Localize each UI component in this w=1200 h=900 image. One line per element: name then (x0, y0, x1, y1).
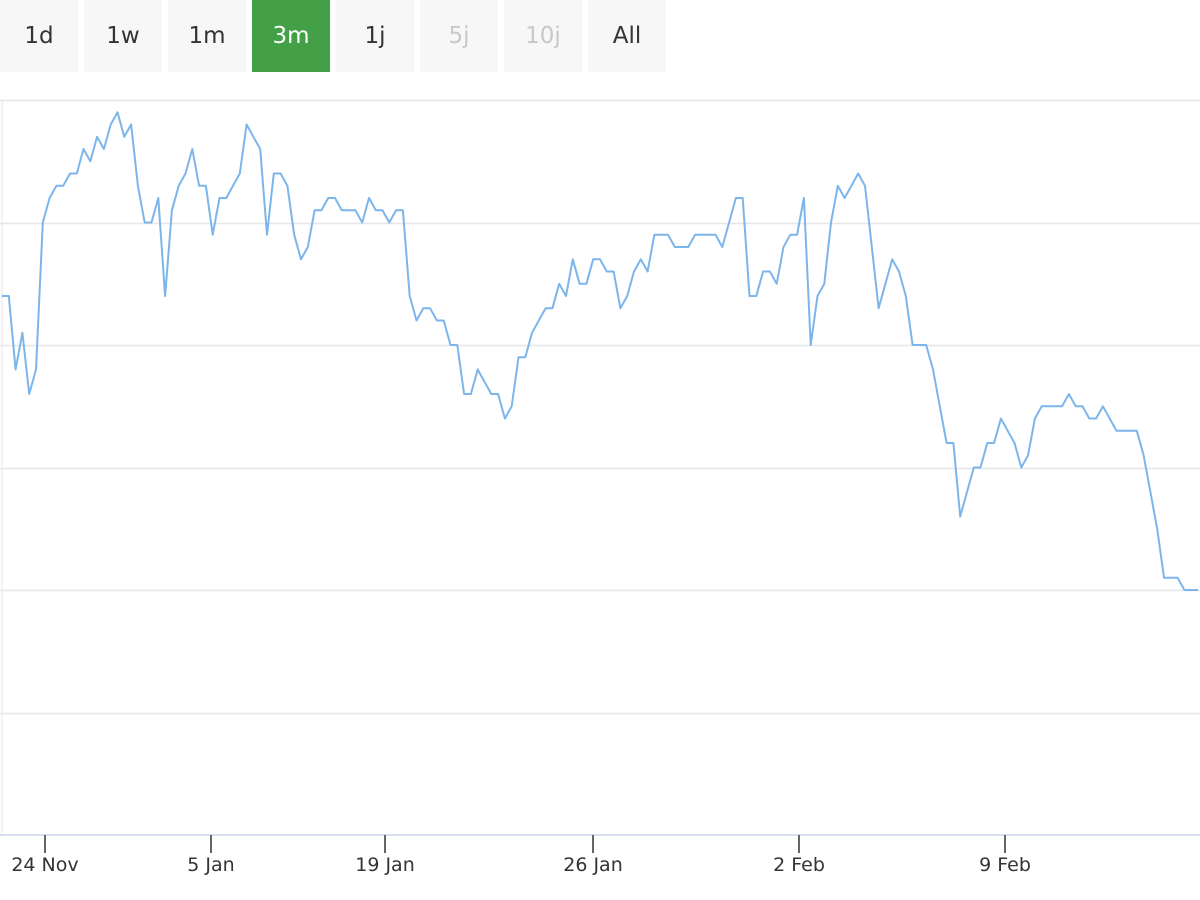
x-tick-label: 9 Feb (979, 854, 1031, 876)
x-tick-label: 2 Feb (773, 854, 825, 876)
range-button-1j[interactable]: 1j (336, 0, 414, 72)
gridlines (0, 99, 1200, 715)
range-button-all[interactable]: All (588, 0, 666, 72)
series-line (2, 111, 1198, 591)
range-button-1w[interactable]: 1w (84, 0, 162, 72)
x-tick-label: 19 Jan (355, 854, 415, 876)
range-button-5j: 5j (420, 0, 498, 72)
x-tick-label: 26 Jan (563, 854, 623, 876)
range-button-1m[interactable]: 1m (168, 0, 246, 72)
range-button-3m[interactable]: 3m (252, 0, 330, 72)
range-button-1d[interactable]: 1d (0, 0, 78, 72)
range-button-10j: 10j (504, 0, 582, 72)
x-axis: 24 Nov 5 Jan 19 Jan 26 Jan 2 Feb 9 Feb (11, 835, 1031, 876)
x-tick-label: 5 Jan (187, 854, 234, 876)
x-tick-label: 24 Nov (11, 854, 78, 876)
